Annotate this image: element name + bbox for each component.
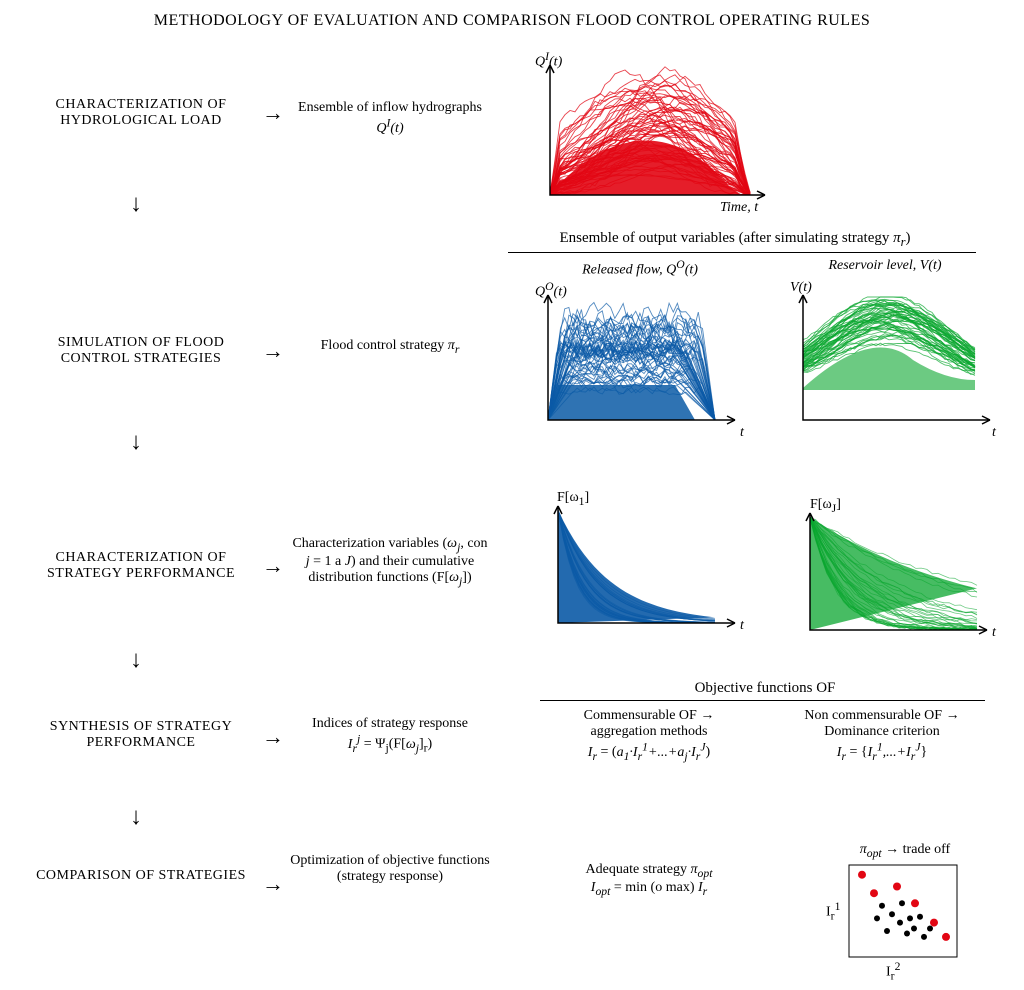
step4-label: SYNTHESIS OF STRATEGY PERFORMANCE xyxy=(36,719,246,751)
arrow-icon: → xyxy=(262,555,284,577)
reservoir-level-header: Reservoir level, V(t) xyxy=(785,258,985,274)
axis-label-t: t xyxy=(992,625,996,641)
step2-desc: Flood control strategy πr xyxy=(290,338,490,356)
adequate-strategy: Adequate strategy πoptIopt = min (o max)… xyxy=(540,862,758,898)
step3-desc: Characterization variables (ωj, con j = … xyxy=(290,536,490,589)
axis-label-t: t xyxy=(740,618,744,634)
step3-label: CHARACTERIZATION OF STRATEGY PERFORMANCE xyxy=(36,550,246,582)
released-flow-header: Released flow, QO(t) xyxy=(540,258,740,279)
arrow-icon: → xyxy=(262,102,284,124)
axis-label-ir1: Ir1 xyxy=(826,900,840,922)
axis-label-t: t xyxy=(992,425,996,441)
page-title: METHODOLOGY OF EVALUATION AND COMPARISON… xyxy=(0,0,1024,30)
divider xyxy=(540,700,985,701)
chart-pareto-scatter xyxy=(848,864,963,964)
arrow-icon: → xyxy=(262,340,284,362)
step5-label: COMPARISON OF STRATEGIES xyxy=(36,868,246,884)
arrow-icon: → xyxy=(262,873,284,895)
arrow-icon: ↓ xyxy=(130,805,142,829)
chart-cdf-green xyxy=(782,505,1002,645)
step1-label: CHARACTERIZATION OF HYDROLOGICAL LOAD xyxy=(36,97,246,129)
of-header: Objective functions OF xyxy=(555,680,975,697)
noncommensurable-block: Non commensurable OF →Dominance criterio… xyxy=(773,708,991,762)
step5-desc: Optimization of objective functions (str… xyxy=(290,853,490,885)
chart-cdf-blue xyxy=(530,498,750,638)
axis-label-ir2: Ir2 xyxy=(886,960,900,982)
chart-inflow-ensemble xyxy=(520,55,780,210)
step1-desc: Ensemble of inflow hydrographs QI(t) xyxy=(290,100,490,137)
chart-released-flow xyxy=(520,285,750,435)
arrow-icon: → xyxy=(262,726,284,748)
tradeoff-label: πopt → trade off xyxy=(810,842,1000,860)
step2-label: SIMULATION OF FLOOD CONTROL STRATEGIES xyxy=(36,335,246,367)
output-ensemble-header: Ensemble of output variables (after simu… xyxy=(505,230,965,250)
arrow-icon: ↓ xyxy=(130,430,142,454)
chart-reservoir-level xyxy=(775,285,1005,435)
arrow-icon: ↓ xyxy=(130,648,142,672)
commensurable-block: Commensurable OF →aggregation methodsIr … xyxy=(540,708,758,762)
arrow-icon: ↓ xyxy=(130,192,142,216)
step4-desc: Indices of strategy responseIrj = Ψj(F[ω… xyxy=(290,716,490,755)
axis-label-t: t xyxy=(740,425,744,441)
axis-label-time: Time, t xyxy=(720,200,758,216)
divider xyxy=(508,252,976,253)
